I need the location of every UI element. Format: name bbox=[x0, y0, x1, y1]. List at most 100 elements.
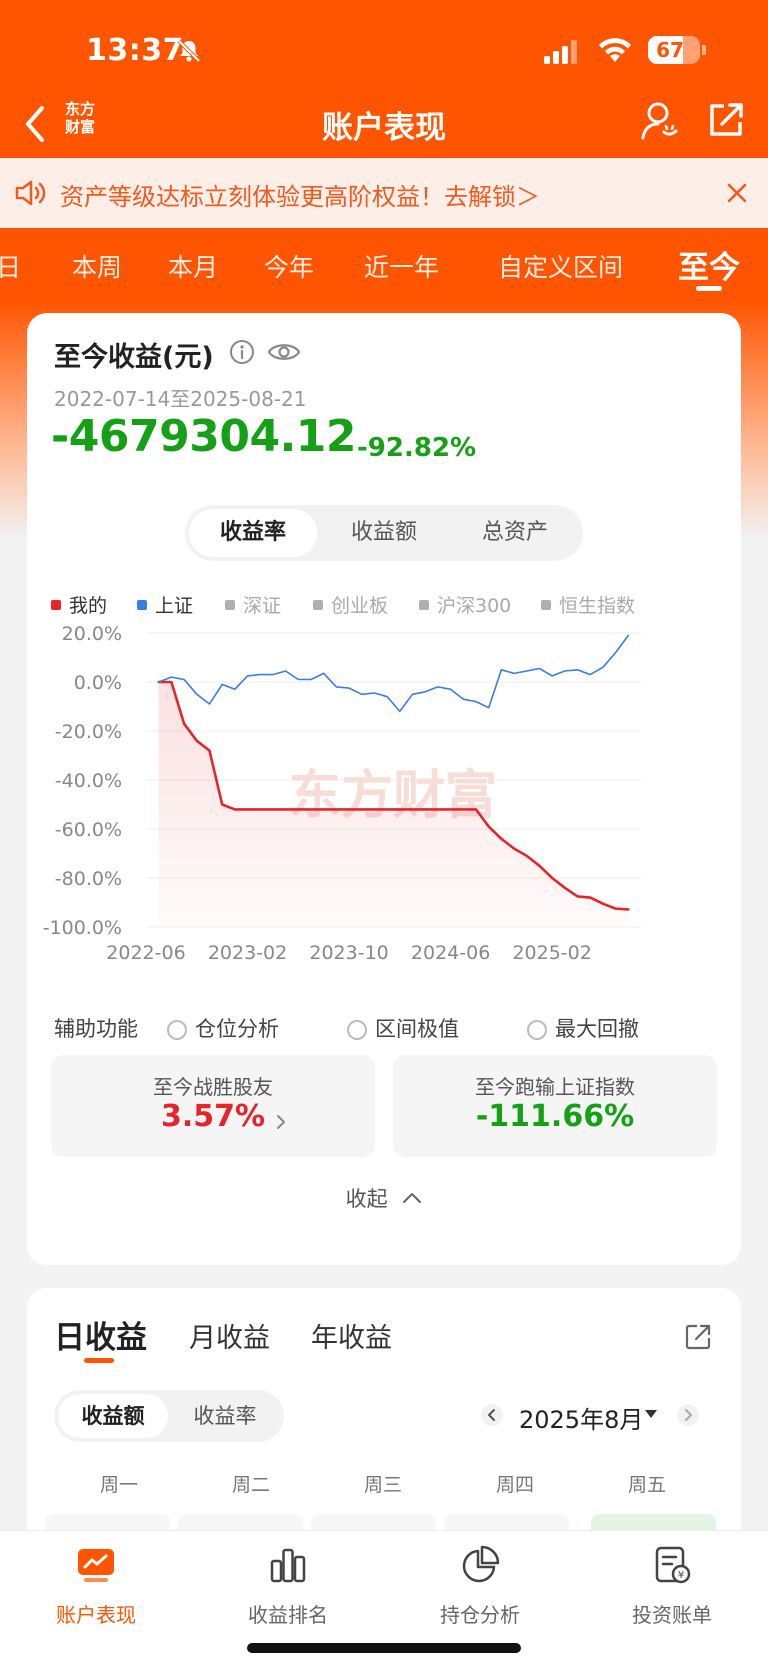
series-area-mine bbox=[158, 682, 629, 927]
stat-value: -111.66% bbox=[475, 1099, 635, 1134]
aux-option-label: 区间极值 bbox=[375, 1017, 459, 1041]
seg-rate[interactable]: 收益率 bbox=[193, 1404, 257, 1428]
x-tick-label: 2022-06 bbox=[106, 942, 185, 964]
y-tick-label: -80.0% bbox=[55, 868, 122, 890]
metric-tab-return-amount[interactable]: 收益额 bbox=[350, 520, 417, 545]
legend-swatch bbox=[137, 600, 147, 610]
aux-option-label: 最大回撤 bbox=[555, 1017, 639, 1041]
performance-card: 至今收益(元) 2022-07-14至2025-08-21 -4679304.1… bbox=[27, 313, 741, 1265]
legend-item-shenzhen[interactable]: 深证 bbox=[225, 591, 281, 618]
stat-vs-shanghai-index: 至今跑输上证指数 -111.66% bbox=[393, 1055, 717, 1157]
tab-week[interactable]: 本周 bbox=[72, 253, 123, 282]
legend-swatch bbox=[51, 600, 61, 610]
metric-segmented-control: 收益率 收益额 总资产 bbox=[185, 505, 583, 561]
tab-to-date[interactable]: 至今 bbox=[678, 250, 740, 286]
nav-bar: 东方 财富 账户表现 bbox=[0, 90, 768, 158]
month-next-icon[interactable] bbox=[677, 1404, 699, 1426]
legend-label: 上证 bbox=[155, 595, 194, 617]
tab-monthly-returns[interactable]: 月收益 bbox=[189, 1323, 270, 1354]
tab-daily-returns[interactable]: 日收益 bbox=[54, 1320, 147, 1356]
legend-item-mine[interactable]: 我的 bbox=[51, 591, 107, 618]
total-profit-value: -4679304.12 bbox=[51, 411, 357, 462]
eye-icon[interactable] bbox=[267, 339, 301, 365]
legend-swatch bbox=[419, 600, 429, 610]
tab-last-year[interactable]: 近一年 bbox=[364, 253, 440, 282]
x-tick-label: 2023-10 bbox=[309, 942, 388, 964]
tab-year[interactable]: 今年 bbox=[264, 253, 315, 282]
bottom-nav-investment-statement[interactable]: ¥ 投资账单 bbox=[576, 1545, 768, 1635]
aux-option-max-drawdown[interactable]: 最大回撤 bbox=[527, 1013, 639, 1043]
tab-yearly-returns[interactable]: 年收益 bbox=[311, 1323, 392, 1354]
legend-item-hang-seng[interactable]: 恒生指数 bbox=[541, 591, 635, 618]
info-icon[interactable] bbox=[229, 339, 255, 365]
radio-icon bbox=[167, 1020, 187, 1040]
y-tick-label: 20.0% bbox=[62, 623, 122, 645]
radio-icon bbox=[347, 1020, 367, 1040]
share-icon[interactable] bbox=[706, 100, 746, 140]
y-tick-label: -100.0% bbox=[43, 917, 122, 939]
daily-segmented-control: 收益额 收益率 bbox=[54, 1390, 284, 1442]
app-logo[interactable]: 东方 财富 bbox=[58, 100, 102, 136]
bottom-nav-return-ranking[interactable]: 收益排名 bbox=[192, 1545, 384, 1635]
logo-line-2: 财富 bbox=[64, 118, 95, 136]
total-profit-percent: -92.82% bbox=[357, 433, 477, 463]
cellular-signal-icon bbox=[544, 40, 577, 64]
weekday-label: 周三 bbox=[363, 1474, 402, 1496]
aux-option-position-analysis[interactable]: 仓位分析 bbox=[167, 1013, 279, 1043]
seg-amount[interactable]: 收益额 bbox=[58, 1394, 168, 1438]
legend-swatch bbox=[225, 600, 235, 610]
chevron-up-icon bbox=[403, 1193, 422, 1203]
tab-day[interactable]: 日 bbox=[0, 253, 22, 282]
metric-tab-return-rate[interactable]: 收益率 bbox=[189, 509, 317, 557]
stat-value: 3.57% bbox=[160, 1099, 266, 1134]
legend-label: 深证 bbox=[243, 595, 282, 617]
period-tabs: 日 本周 本月 今年 近一年 自定义区间 至今 bbox=[0, 236, 768, 296]
date-range: 2022-07-14至2025-08-21 bbox=[54, 387, 307, 411]
wifi-icon bbox=[599, 38, 631, 62]
legend-swatch bbox=[313, 600, 323, 610]
metric-tab-total-assets[interactable]: 总资产 bbox=[481, 520, 548, 545]
stat-beat-peers[interactable]: 至今战胜股友 3.57% bbox=[51, 1055, 375, 1157]
collapse-button[interactable]: 收起 bbox=[27, 1183, 741, 1213]
chart-legend: 我的 上证 深证 创业板 沪深300 恒生指数 bbox=[51, 591, 741, 621]
y-tick-label: -60.0% bbox=[55, 819, 122, 841]
bottom-nav-account-performance[interactable]: 账户表现 bbox=[0, 1545, 192, 1635]
promo-banner[interactable]: 资产等级达标立刻体验更高阶权益！去解锁＞ bbox=[0, 158, 768, 228]
battery-percent: 67 bbox=[656, 38, 684, 62]
user-icon[interactable] bbox=[638, 98, 682, 142]
legend-label: 创业板 bbox=[331, 595, 389, 617]
tab-custom-range[interactable]: 自定义区间 bbox=[498, 253, 624, 282]
bottom-nav-label: 投资账单 bbox=[632, 1603, 712, 1627]
performance-chart-icon bbox=[78, 1549, 114, 1582]
collapse-label: 收起 bbox=[345, 1187, 388, 1211]
aux-function-label: 辅助功能 bbox=[54, 1017, 138, 1041]
aux-option-label: 仓位分析 bbox=[195, 1017, 279, 1041]
weekday-label: 周五 bbox=[627, 1474, 666, 1496]
radio-icon bbox=[527, 1020, 547, 1040]
yen-symbol: ¥ bbox=[678, 1570, 684, 1581]
month-prev-icon[interactable] bbox=[481, 1404, 503, 1426]
bottom-nav-label: 账户表现 bbox=[56, 1603, 136, 1627]
legend-swatch bbox=[541, 600, 551, 610]
tab-month[interactable]: 本月 bbox=[168, 253, 219, 282]
export-icon[interactable] bbox=[683, 1322, 713, 1352]
legend-item-csi300[interactable]: 沪深300 bbox=[419, 591, 511, 618]
legend-item-shanghai[interactable]: 上证 bbox=[137, 591, 193, 618]
pie-chart-icon bbox=[462, 1545, 500, 1583]
banner-text[interactable]: 资产等级达标立刻体验更高阶权益！去解锁＞ bbox=[60, 183, 540, 211]
bill-icon: ¥ bbox=[655, 1546, 691, 1584]
legend-item-chinext[interactable]: 创业板 bbox=[313, 591, 388, 618]
close-icon[interactable] bbox=[724, 180, 750, 206]
tab-underline bbox=[696, 286, 722, 291]
return-rate-chart[interactable]: 20.0% 0.0% -20.0% -40.0% -60.0% -80.0% -100.0%… bbox=[27, 613, 741, 973]
caret-down-icon[interactable] bbox=[645, 1410, 657, 1418]
status-bar: 13:37 67 bbox=[0, 0, 768, 100]
stat-label: 至今战胜股友 bbox=[153, 1075, 273, 1099]
y-tick-label: 0.0% bbox=[74, 672, 122, 694]
logo-line-1: 东方 bbox=[64, 100, 95, 118]
y-tick-label: -40.0% bbox=[55, 770, 122, 792]
aux-option-range-extremes[interactable]: 区间极值 bbox=[347, 1013, 459, 1043]
bottom-nav-holdings-analysis[interactable]: 持仓分析 bbox=[384, 1545, 576, 1635]
back-chevron-icon[interactable] bbox=[22, 104, 48, 144]
month-selector[interactable]: 2025年8月 bbox=[519, 1406, 644, 1434]
